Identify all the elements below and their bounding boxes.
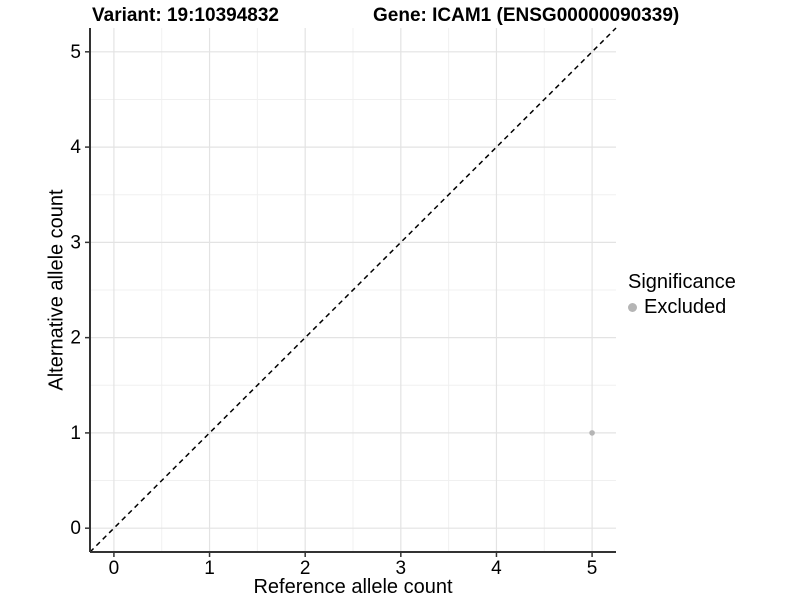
y-tick-label: 3 [70, 232, 81, 253]
x-tick-label: 4 [491, 558, 502, 579]
x-tick-label: 3 [396, 558, 407, 579]
identity-reference-line [89, 27, 617, 553]
legend-item-excluded: Excluded [628, 296, 736, 319]
y-tick-label: 5 [70, 42, 81, 63]
legend-point-icon [628, 303, 637, 312]
y-tick-label: 0 [70, 518, 81, 539]
y-axis-label: Alternative allele count [45, 189, 68, 391]
data-point [589, 430, 595, 436]
y-tick-label: 2 [70, 328, 81, 349]
legend-title: Significance [628, 271, 736, 293]
plot-title-gene: Gene: ICAM1 (ENSG00000090339) [373, 5, 680, 26]
y-tick-label: 1 [70, 423, 81, 444]
x-tick-label: 0 [109, 558, 120, 579]
x-axis-label: Reference allele count [253, 576, 453, 598]
legend-item-label: Excluded [644, 296, 727, 318]
x-tick-label: 5 [587, 558, 598, 579]
y-tick-label: 4 [70, 137, 81, 158]
x-tick-label: 2 [300, 558, 311, 579]
legend: Significance Excluded [628, 271, 736, 319]
x-tick-label: 1 [204, 558, 215, 579]
plot-title-variant: Variant: 19:10394832 [92, 5, 279, 26]
